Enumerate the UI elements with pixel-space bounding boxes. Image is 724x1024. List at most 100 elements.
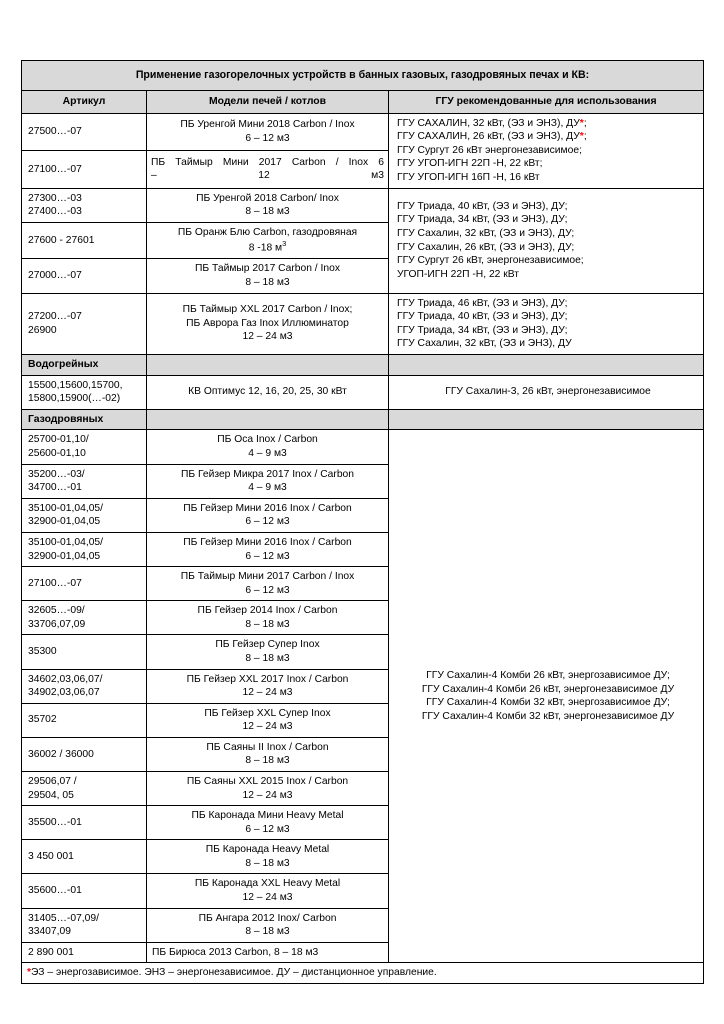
cell-article: 27500…-07 [21, 112, 147, 152]
section-band-spacer [387, 408, 705, 431]
table-body: Применение газогорелочных устройств в ба… [20, 60, 705, 984]
cell-ggu-merged: ГГУ Сахалин-4 Комби 26 кВт, энергозависи… [387, 429, 705, 964]
cell-model: ПБ Оранж Блю Carbon, газодровяная 8 -18 м… [146, 221, 389, 260]
footnote-asterisk-icon: * [27, 967, 32, 979]
table-row: 27000…-07 ПБ Таймыр 2017 Carbon / Inox 8… [21, 258, 704, 294]
cell-model: ПБ Гейзер 2014 Inox / Carbon 8 – 18 м3 [146, 600, 389, 636]
section-band-gaswood: Газодровяных [21, 408, 705, 431]
section-band-spacer [146, 408, 389, 431]
model-line-2: 8 -18 м [248, 242, 283, 254]
column-header-article: Артикул [21, 90, 147, 114]
cell-article: 31405…-07,09/ 33407,09 [21, 907, 147, 943]
section-band-spacer [387, 353, 705, 376]
table-row: 27100…-07 ПБ Таймыр Мини 2017 Carbon / I… [21, 566, 704, 602]
cell-article: 27100…-07 [21, 150, 147, 189]
table-row: 27200…-07 26900 ПБ Таймыр XXL 2017 Carbo… [21, 292, 705, 355]
cell-model: ПБ Оса Inox / Carbon 4 – 9 м3 [146, 429, 389, 465]
cell-article: 29506,07 / 29504, 05 [21, 771, 147, 807]
cell-article: 35100-01,04,05/ 32900-01,04,05 [21, 531, 147, 568]
table-row: 35600…-01 ПБ Каронада XXL Heavy Metal 12… [21, 873, 704, 909]
cell-article: 35300 [21, 634, 147, 670]
cell-model: ПБ Каронада Heavy Metal 8 – 18 м3 [146, 839, 389, 875]
table-row: 27300…-03 27400…-03 ПБ Уренгой 2018 Carb… [21, 187, 705, 294]
table-title-row: Применение газогорелочных устройств в ба… [20, 60, 705, 91]
cell-article: 27100…-07 [21, 566, 147, 602]
section-label-gaswood: Газодровяных [21, 408, 147, 431]
table-row: 34602,03,06,07/ 34902,03,06,07 ПБ Гейзер… [21, 668, 704, 704]
table-row: 36002 / 36000 ПБ Саяны II Inox / Carbon … [21, 736, 704, 773]
cell-article: 2 890 001 [21, 941, 147, 964]
cell-model: ПБ Гейзер Супер Inox 8 – 18 м3 [146, 634, 389, 670]
cell-model: ПБ Саяны XXL 2015 Inox / Carbon 12 – 24 … [146, 771, 389, 807]
table-row: 32605…-09/ 33706,07,09 ПБ Гейзер 2014 In… [21, 600, 704, 636]
table-row: 35200…-03/ 34700…-01 ПБ Гейзер Микра 201… [21, 463, 704, 499]
cell-article: 27200…-07 26900 [21, 292, 147, 355]
cell-article: 34602,03,06,07/ 34902,03,06,07 [21, 668, 147, 704]
ggu-line-1: ГГУ САХАЛИН, 32 кВт, (ЭЗ и ЭНЗ), ДУ [397, 117, 580, 129]
section-band-spacer [146, 353, 389, 376]
cell-ggu: ГГУ САХАЛИН, 32 кВт, (ЭЗ и ЭНЗ), ДУ*; ГГУ… [387, 112, 705, 189]
model-superscript: 3 [282, 239, 287, 249]
table-row: 25700-01,10/ 25600-01,10 ПБ Оса Inox / C… [21, 429, 705, 964]
cell-ggu: ГГУ Триада, 40 кВт, (ЭЗ и ЭНЗ), ДУ; ГГУ … [387, 187, 705, 294]
column-header-models: Модели печей / котлов [146, 90, 389, 114]
cell-model: ПБ Гейзер Микра 2017 Inox / Carbon 4 – 9… [146, 463, 389, 499]
ggu-line-2-suffix: ; [583, 131, 587, 143]
cell-article: 35100-01,04,05/ 32900-01,04,05 [21, 497, 147, 533]
cell-model: ПБ Уренгой Мини 2018 Carbon / Inox 6 – 1… [146, 112, 389, 152]
cell-article: 35600…-01 [21, 873, 147, 909]
cell-model: ПБ Бирюса 2013 Carbon, 8 – 18 м3 [146, 941, 389, 964]
table-row: 31405…-07,09/ 33407,09 ПБ Ангара 2012 In… [21, 907, 704, 943]
compatibility-table: Применение газогорелочных устройств в ба… [20, 60, 705, 984]
ggu-line-2: ГГУ САХАЛИН, 26 кВт, (ЭЗ и ЭНЗ), ДУ [397, 131, 580, 143]
cell-article: 15500,15600,15700, 15800,15900(…-02) [21, 374, 147, 410]
cell-model: ПБ Гейзер Мини 2016 Inox / Carbon 6 – 12… [146, 531, 389, 568]
section-label-water: Водогрейных [21, 353, 147, 376]
cell-article: 35702 [21, 702, 147, 738]
cell-model: КВ Оптимус 12, 16, 20, 25, 30 кВт [146, 374, 389, 410]
model-line-2: – 12 м3 [151, 170, 384, 182]
cell-model: ПБ Таймыр Мини 2017 Carbon / Inox 6 – 12… [146, 566, 389, 602]
cell-model: ПБ Каронада Мини Heavy Metal 6 – 12 м3 [146, 805, 389, 841]
ggu-line-1-suffix: ; [583, 117, 587, 129]
model-line-1: ПБ Оранж Блю Carbon, газодровяная [177, 226, 358, 238]
cell-model: ПБ Таймыр XXL 2017 Carbon / Inox; ПБ Авр… [146, 292, 389, 355]
table-row: 35702 ПБ Гейзер XXL Cупер Inox 12 – 24 м… [21, 702, 704, 738]
cell-article: 35500…-01 [21, 805, 147, 841]
footnote-text: *ЭЗ – энергозависимое. ЭНЗ – энергонезав… [20, 962, 705, 984]
table-row: 35100-01,04,05/ 32900-01,04,05 ПБ Гейзер… [21, 497, 704, 533]
cell-model: ПБ Каронада XXL Heavy Metal 12 – 24 м3 [146, 873, 389, 909]
cell-model: ПБ Гейзер XXL 2017 Inox / Carbon 12 – 24… [146, 668, 389, 704]
table-row: 27100…-07 ПБ Таймыр Мини 2017 Carbon / I… [21, 150, 704, 189]
table-row: 27500…-07 ПБ Уренгой Мини 2018 Carbon / … [21, 112, 705, 189]
table-row: 35300 ПБ Гейзер Супер Inox 8 – 18 м3 [21, 634, 704, 670]
table-row: 3 450 001 ПБ Каронада Heavy Metal 8 – 18… [21, 839, 704, 875]
cell-article: 25700-01,10/ 25600-01,10 [21, 429, 147, 465]
cell-article: 3 450 001 [21, 839, 147, 875]
footnote-body: ЭЗ – энергозависимое. ЭНЗ – энергонезави… [31, 967, 437, 979]
table-row: 29506,07 / 29504, 05 ПБ Саяны XXL 2015 I… [21, 771, 704, 807]
column-header-ggu: ГГУ рекомендованные для использования [387, 90, 705, 114]
page-title: Применение газогорелочных устройств в ба… [20, 60, 705, 91]
table-row: 2 890 001 ПБ Бирюса 2013 Carbon, 8 – 18 … [21, 941, 704, 964]
cell-model: ПБ Таймыр 2017 Carbon / Inox 8 – 18 м3 [146, 258, 389, 294]
table-row: 35100-01,04,05/ 32900-01,04,05 ПБ Гейзер… [21, 531, 704, 568]
cell-model: ПБ Ангара 2012 Inox/ Carbon 8 – 18 м3 [146, 907, 389, 943]
table-row: 15500,15600,15700, 15800,15900(…-02) КВ … [21, 374, 705, 410]
section-band-water: Водогрейных [21, 353, 705, 376]
cell-model: ПБ Уренгой 2018 Carbon/ Inox 8 – 18 м3 [146, 187, 389, 223]
footnote-asterisk-icon: * [579, 117, 584, 129]
cell-ggu: ГГУ Триада, 46 кВт, (ЭЗ и ЭНЗ), ДУ; ГГУ … [387, 292, 705, 355]
table-header-row: Артикул Модели печей / котлов ГГУ рекоме… [21, 90, 705, 114]
cell-model: ПБ Гейзер XXL Cупер Inox 12 – 24 м3 [146, 702, 389, 738]
cell-article: 27300…-03 27400…-03 [21, 187, 147, 223]
ggu-lines-rest: ГГУ Сургут 26 кВт энергонезависимое; ГГУ… [397, 144, 582, 184]
cell-article: 32605…-09/ 33706,07,09 [21, 600, 147, 636]
cell-article: 27000…-07 [21, 258, 147, 294]
cell-model: ПБ Гейзер Мини 2016 Inox / Carbon 6 – 12… [146, 497, 389, 533]
cell-article: 27600 - 27601 [21, 221, 147, 260]
cell-article: 36002 / 36000 [21, 736, 147, 773]
model-line-1: ПБ Таймыр Мини 2017 Carbon / Inox 6 [151, 156, 384, 168]
cell-article: 35200…-03/ 34700…-01 [21, 463, 147, 499]
